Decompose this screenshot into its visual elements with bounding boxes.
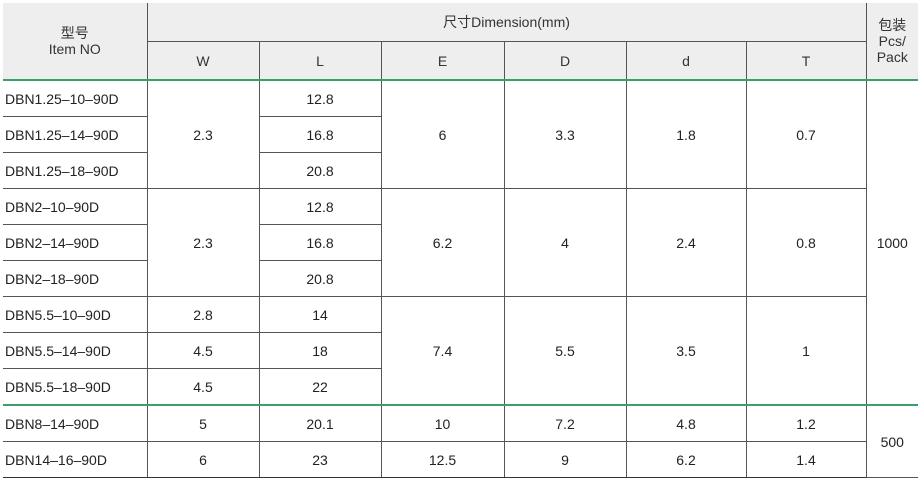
value-cell: 5.5 bbox=[503, 296, 627, 406]
row: DBN2–10–90D 2.3 12.8 6.2 4 2.4 0.8 bbox=[3, 188, 918, 297]
text: 型号 bbox=[60, 25, 89, 41]
value-cell: 20.8 bbox=[258, 260, 382, 297]
value-cell: 0.8 bbox=[745, 188, 867, 297]
item-cell: DBN2–14–90D bbox=[3, 224, 148, 261]
item-cell: DBN1.25–18–90D bbox=[3, 152, 148, 189]
value-cell: 1000 bbox=[865, 79, 919, 406]
item-cell: DBN5.5–18–90D bbox=[3, 368, 148, 406]
row: DBN5.5–14–90D 4.5 18 bbox=[3, 332, 918, 369]
item-cell: DBN1.25–10–90D bbox=[3, 79, 148, 117]
value-cell: 1 bbox=[745, 296, 867, 406]
value-cell: 16.8 bbox=[258, 116, 382, 153]
value-cell: 18 bbox=[258, 332, 382, 369]
row: DBN1.25–14–90D 16.8 bbox=[3, 116, 918, 153]
header-item: 型号 Item NO bbox=[3, 3, 148, 81]
row: DBN1.25–10–90D 2.3 12.8 6 3.3 1.8 0.7 1000 bbox=[3, 79, 919, 406]
item-cell: DBN2–18–90D bbox=[3, 260, 148, 297]
value-cell: 2.3 bbox=[146, 188, 260, 297]
value-cell: 12.8 bbox=[258, 188, 382, 225]
row: DBN2–14–90D 16.8 bbox=[3, 224, 918, 261]
value-cell: 6.2 bbox=[380, 188, 505, 297]
column-header: W bbox=[146, 41, 260, 81]
value-cell: 22 bbox=[258, 368, 382, 406]
row: DBN8–14–90D 5 20.1 10 7.2 4.8 1.2 500 bbox=[3, 404, 919, 478]
value-cell: 4.8 bbox=[625, 404, 747, 442]
value-cell: 4.5 bbox=[146, 332, 260, 369]
value-cell: 1.8 bbox=[625, 79, 747, 189]
value-cell: 10 bbox=[380, 404, 505, 442]
value-cell: 2.8 bbox=[146, 296, 260, 333]
value-cell: 12.8 bbox=[258, 79, 382, 117]
value-cell: 3.5 bbox=[625, 296, 747, 406]
row: DBN2–18–90D 20.8 bbox=[3, 260, 918, 297]
value-cell: 12.5 bbox=[380, 441, 505, 478]
value-cell: 16.8 bbox=[258, 224, 382, 261]
value-cell: 6.2 bbox=[625, 441, 747, 478]
text: Pcs/ bbox=[878, 33, 906, 49]
row: DBN14–16–90D 6 23 12.5 9 6.2 1.4 bbox=[3, 441, 918, 478]
value-cell: 23 bbox=[258, 441, 382, 478]
item-cell: DBN1.25–14–90D bbox=[3, 116, 148, 153]
value-cell: 2.3 bbox=[146, 79, 260, 189]
value-cell: 4 bbox=[503, 188, 627, 297]
item-cell: DBN5.5–10–90D bbox=[3, 296, 148, 333]
value-cell: 500 bbox=[865, 404, 919, 478]
value-cell: 4.5 bbox=[146, 368, 260, 406]
value-cell: 20.8 bbox=[258, 152, 382, 189]
value-cell: 7.4 bbox=[380, 296, 505, 406]
column-header: T bbox=[745, 41, 867, 81]
value-cell: 5 bbox=[146, 404, 260, 442]
value-cell: 1.2 bbox=[745, 404, 867, 442]
column-header: D bbox=[503, 41, 627, 81]
column-header: d bbox=[625, 41, 747, 81]
value-cell: 1.4 bbox=[745, 441, 867, 478]
value-cell: 7.2 bbox=[503, 404, 627, 442]
text: Item NO bbox=[48, 41, 101, 57]
item-cell: DBN8–14–90D bbox=[3, 404, 148, 442]
text: 包装 bbox=[878, 17, 907, 33]
value-cell: 6 bbox=[146, 441, 260, 478]
value-cell: 6 bbox=[380, 79, 505, 189]
item-cell: DBN14–16–90D bbox=[3, 441, 148, 478]
item-cell: DBN2–10–90D bbox=[3, 188, 148, 225]
value-cell: 0.7 bbox=[745, 79, 867, 189]
column-header: E bbox=[380, 41, 505, 81]
text: Pack bbox=[876, 49, 908, 65]
value-cell: 14 bbox=[258, 296, 382, 333]
item-cell: DBN5.5–14–90D bbox=[3, 332, 148, 369]
header-pack: 包装 Pcs/Pack bbox=[865, 3, 919, 81]
header-dimension: 尺寸Dimension(mm) bbox=[146, 3, 867, 42]
value-cell: 2.4 bbox=[625, 188, 747, 297]
value-cell: 20.1 bbox=[258, 404, 382, 442]
row: DBN5.5–10–90D 2.8 14 7.4 5.5 3.5 1 bbox=[3, 296, 918, 406]
column-header: L bbox=[258, 41, 382, 81]
value-cell: 3.3 bbox=[503, 79, 627, 189]
value-cell: 9 bbox=[503, 441, 627, 478]
